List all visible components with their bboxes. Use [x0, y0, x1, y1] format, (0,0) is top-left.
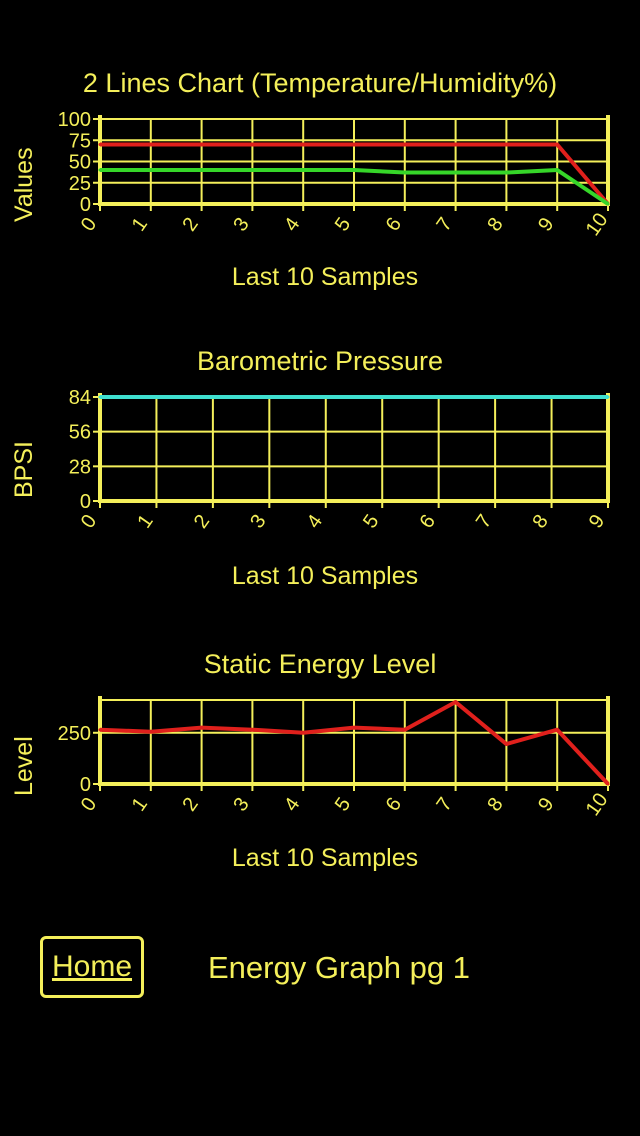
data-point: [98, 395, 102, 399]
data-point: [301, 731, 305, 735]
chart-title: Barometric Pressure: [196, 346, 444, 376]
data-point: [352, 726, 356, 730]
x-axis-label: Last 10 Samples: [231, 263, 419, 291]
y-tick-label: 25: [69, 173, 91, 195]
y-tick-label: 0: [80, 774, 91, 796]
data-point: [352, 143, 356, 146]
x-axis-label: Last 10 Samples: [231, 844, 419, 872]
x-tick-label: 1: [128, 794, 152, 816]
home-button-label: Home: [51, 950, 133, 983]
y-tick-label: 75: [69, 130, 91, 152]
data-point: [154, 395, 158, 399]
data-point: [504, 143, 508, 146]
chart-title: Static Energy Level: [203, 649, 437, 679]
y-tick-label: 56: [69, 422, 91, 444]
data-point: [250, 168, 254, 172]
data-point: [504, 742, 508, 746]
data-point: [98, 168, 102, 172]
data-point: [454, 171, 458, 175]
x-tick-label: 8: [483, 794, 507, 816]
data-point: [550, 395, 554, 399]
data-point: [200, 143, 204, 146]
data-point: [555, 143, 559, 146]
plot-area: 0 250 0 1 2 3 4 5 6 7 8 9 10: [58, 696, 613, 820]
data-point: [352, 168, 356, 172]
data-point: [403, 171, 407, 175]
data-point: [149, 730, 153, 734]
data-point: [200, 168, 204, 172]
y-tick-label: 50: [69, 152, 91, 174]
y-tick-label: 28: [69, 456, 91, 478]
data-point: [267, 395, 271, 399]
data-point: [149, 143, 153, 146]
data-point: [98, 143, 102, 146]
data-point: [301, 143, 305, 146]
data-point: [250, 143, 254, 146]
page-title: Energy Graph pg 1: [208, 950, 470, 985]
x-tick-label: 4: [280, 794, 304, 816]
data-point: [250, 728, 254, 732]
x-tick-label: 6: [382, 794, 406, 816]
data-point: [493, 395, 497, 399]
data-point: [437, 395, 441, 399]
x-tick-label: 0: [77, 794, 101, 816]
y-tick-label: 0: [80, 491, 91, 513]
x-axis-label: Last 10 Samples: [231, 562, 419, 590]
y-tick-label: 100: [58, 109, 91, 131]
data-point: [98, 728, 102, 732]
data-point: [606, 395, 610, 399]
data-point: [504, 171, 508, 175]
chart-title: 2 Lines Chart (Temperature/Humidity%): [82, 68, 558, 98]
data-point: [211, 395, 215, 399]
x-tick-label: 2: [178, 794, 202, 816]
data-point: [454, 700, 458, 704]
data-point: [606, 202, 610, 206]
data-point: [606, 782, 610, 786]
data-point: [301, 168, 305, 172]
x-tick-label: 10: [582, 789, 613, 820]
data-point: [200, 726, 204, 730]
y-tick-label: 250: [58, 723, 91, 745]
data-point: [149, 168, 153, 172]
x-tick-label: 3: [229, 794, 253, 816]
x-tick-label: 9: [534, 794, 558, 816]
data-point: [555, 728, 559, 732]
home-button[interactable]: Home: [40, 936, 144, 998]
data-point: [380, 395, 384, 399]
data-point: [403, 143, 407, 146]
data-point: [403, 728, 407, 732]
x-tick-label: 5: [331, 794, 355, 816]
data-point: [324, 395, 328, 399]
data-point: [555, 168, 559, 172]
y-tick-label: 0: [80, 194, 91, 216]
y-tick-label: 84: [69, 387, 91, 409]
x-tick-label: 7: [432, 794, 456, 816]
data-point: [454, 143, 458, 146]
